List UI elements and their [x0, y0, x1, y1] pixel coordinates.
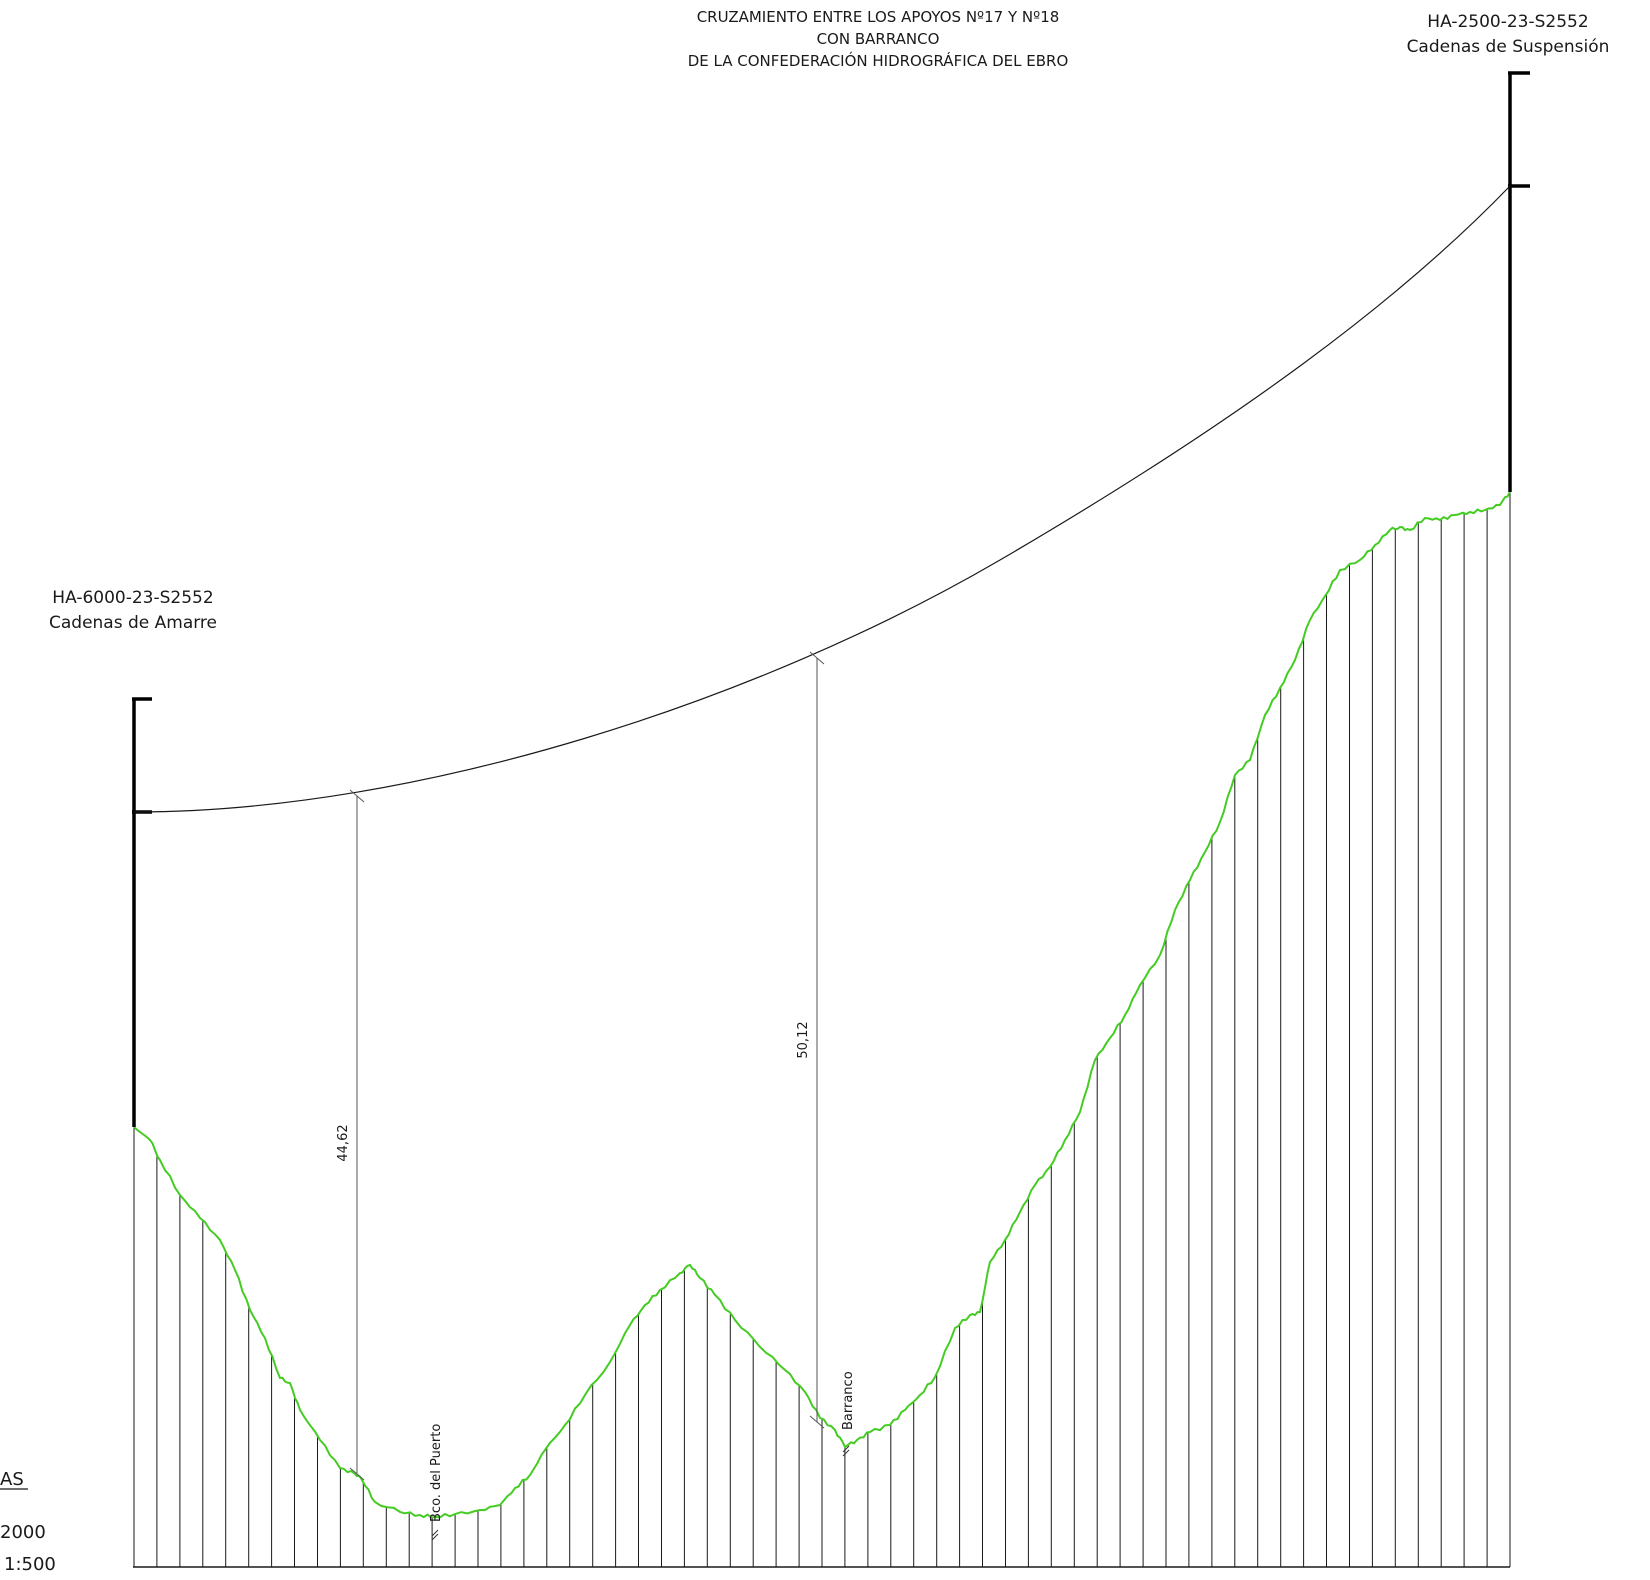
scale-vertical: 1:500: [4, 1554, 56, 1575]
crossing-label-bco-puerto: Bco. del Puerto: [429, 1424, 444, 1522]
clearance-dim-1: [349, 789, 365, 1481]
support-left-tower: [132, 697, 152, 1127]
clearance-label-1: 44,62: [336, 1124, 351, 1161]
clearance-label-2: 50,12: [796, 1021, 811, 1058]
clearance-dim-2: [809, 651, 825, 1429]
scales-heading: AS: [0, 1469, 24, 1490]
crossing-marker-bco-puerto: [431, 1529, 439, 1541]
conductor-catenary: [133, 185, 1511, 813]
title-line-3: DE LA CONFEDERACIÓN HIDROGRÁFICA DEL EBR…: [688, 51, 1069, 70]
terrain-hatching: [133, 492, 1511, 1567]
support-right-tower: [1508, 71, 1530, 492]
support-left-model: HA-6000-23-S2552: [52, 588, 213, 608]
crossing-label-barranco: Barranco: [841, 1371, 856, 1430]
crossing-marker-barranco: [842, 1445, 850, 1457]
support-left-chains: Cadenas de Amarre: [49, 613, 217, 633]
title-line-1: CRUZAMIENTO ENTRE LOS APOYOS Nº17 Y Nº18: [697, 8, 1060, 26]
scale-horizontal: 2000: [0, 1522, 46, 1543]
support-right-chains: Cadenas de Suspensión: [1407, 37, 1610, 57]
support-right-model: HA-2500-23-S2552: [1427, 12, 1588, 32]
title-line-2: CON BARRANCO: [817, 30, 940, 48]
